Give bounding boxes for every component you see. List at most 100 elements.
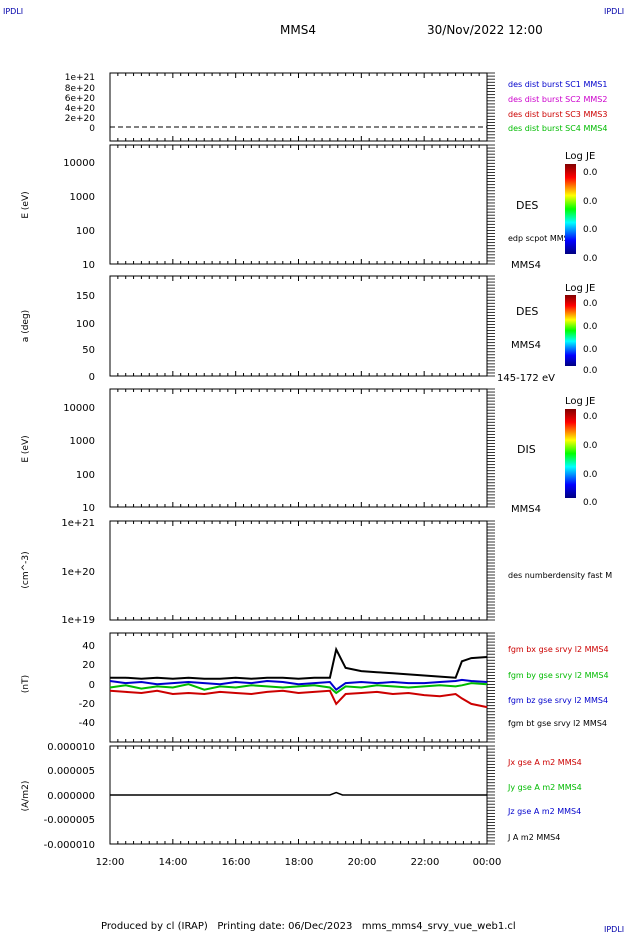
- p4-label-mms4: MMS4: [511, 504, 541, 515]
- p6-series-1: [109, 689, 488, 709]
- p7-tick-0: 0.000010: [47, 742, 95, 753]
- p2-tick-3: 10: [82, 260, 95, 271]
- panel-frames: [109, 72, 495, 845]
- p6-tick-4: -40: [79, 718, 95, 729]
- p2-cbar-tick-1: 0.0: [583, 197, 598, 207]
- p6-series-3: [109, 678, 488, 692]
- p7-ylabel: (A/m2): [21, 781, 31, 812]
- x-tick-1: 14:00: [159, 857, 188, 868]
- p5-tick-1: 1e+20: [61, 567, 95, 578]
- x-tick-0: 12:00: [96, 857, 125, 868]
- p7-series-1: [110, 791, 487, 796]
- p4-label-dis: DIS: [517, 443, 536, 456]
- p4-cbar-tick-2: 0.0: [583, 470, 598, 480]
- p7-tick-1: 0.000005: [47, 766, 95, 777]
- p4-cbar-tick-3: 0.0: [583, 498, 598, 508]
- p2-tick-2: 100: [76, 226, 95, 237]
- header-datetime: 30/Nov/2022 12:00: [427, 23, 543, 37]
- x-axis-labels: 12:00 14:00 16:00 18:00 20:00 22:00 00:0…: [96, 857, 502, 868]
- panel-1: 1e+21 8e+20 6e+20 4e+20 2e+20 0 des dist…: [65, 73, 608, 134]
- p3-ylabel: a (deg): [21, 310, 31, 342]
- panel-frame-5: [109, 520, 488, 621]
- corner-label-bottom-right: IPDLI: [604, 925, 624, 934]
- p6-tick-2: 0: [89, 680, 95, 691]
- p1-legend-3: des dist burst SC4 MMS4: [508, 124, 607, 133]
- p3-cbar-tick-2: 0.0: [583, 345, 598, 355]
- panel-frame-3: [109, 275, 488, 377]
- p2-tick-1: 1000: [70, 192, 95, 203]
- p3-cbar-title: Log JE: [565, 283, 595, 294]
- p1-tick-1: 8e+20: [65, 84, 96, 94]
- p7-tick-4: -0.000010: [44, 840, 95, 851]
- p1-legend-2: des dist burst SC3 MMS3: [508, 110, 607, 119]
- p7-series-lines: [110, 791, 487, 796]
- x-tick-5: 22:00: [411, 857, 440, 868]
- p5-label-density: des numberdensity fast M: [508, 571, 612, 580]
- footer-text: Produced by cl (IRAP) Printing date: 06/…: [101, 921, 516, 932]
- p6-legend-2: fgm bz gse srvy l2 MMS4: [508, 696, 608, 705]
- p3-tick-1: 100: [76, 319, 95, 330]
- panel-frame-1: [109, 72, 488, 142]
- p6-legend-1: fgm by gse srvy l2 MMS4: [508, 671, 609, 680]
- p4-tick-3: 10: [82, 503, 95, 514]
- p2-ylabel: E (eV): [21, 191, 31, 218]
- p4-colorbar: [565, 409, 576, 498]
- p6-series-lines: [109, 646, 488, 709]
- p3-label-mms4: MMS4: [511, 340, 541, 351]
- p2-colorbar: [565, 164, 576, 254]
- panel-2: E (eV) 10000 1000 100 10 DES edp scpot M…: [21, 151, 598, 271]
- p3-label-energy: 145-172 eV: [497, 373, 555, 384]
- p3-tick-3: 0: [89, 372, 95, 383]
- x-tick-2: 16:00: [222, 857, 251, 868]
- p7-legend-2: Jz gse A m2 MMS4: [507, 807, 581, 816]
- p3-cbar-tick-0: 0.0: [583, 299, 598, 309]
- p3-label-des: DES: [516, 305, 538, 318]
- panel-6: (nT) 40 20 0 -20 -40 fgm bx gse srvy l2 …: [21, 641, 609, 729]
- p7-legend-1: Jy gse A m2 MMS4: [507, 783, 582, 792]
- p4-ylabel: E (eV): [21, 435, 31, 462]
- x-tick-6: 00:00: [473, 857, 502, 868]
- p1-tick-4: 2e+20: [65, 114, 96, 124]
- x-tick-4: 20:00: [348, 857, 377, 868]
- p1-tick-5: 0: [89, 124, 95, 134]
- p1-tick-3: 4e+20: [65, 104, 96, 114]
- p2-label-mms4: MMS4: [511, 260, 541, 271]
- p3-cbar-tick-1: 0.0: [583, 322, 598, 332]
- p3-cbar-tick-3: 0.0: [583, 366, 598, 376]
- p2-tick-0: 10000: [63, 158, 95, 169]
- p6-ylabel: (nT): [21, 675, 31, 693]
- p4-cbar-title: Log JE: [565, 396, 595, 407]
- p3-colorbar: [565, 295, 576, 366]
- p2-cbar-tick-2: 0.0: [583, 225, 598, 235]
- p6-tick-1: 20: [82, 660, 95, 671]
- p2-cbar-tick-3: 0.0: [583, 254, 598, 264]
- panel-4: E (eV) 10000 1000 100 10 DIS MMS4 Log JE…: [21, 396, 598, 515]
- p2-label-des: DES: [516, 199, 538, 212]
- p7-legend-0: Jx gse A m2 MMS4: [507, 758, 582, 767]
- p6-series-4: [110, 646, 488, 680]
- p2-cbar-tick-0: 0.0: [583, 168, 598, 178]
- p3-tick-2: 50: [82, 345, 95, 356]
- x-tick-3: 18:00: [285, 857, 314, 868]
- p2-label-scpot: edp scpot MMS4: [508, 234, 574, 243]
- p6-tick-0: 40: [82, 641, 95, 652]
- p1-legend-1: des dist burst SC2 MMS2: [508, 95, 607, 104]
- corner-label-top-right: IPDLI: [604, 7, 624, 16]
- corner-label-top-left: IPDLI: [3, 7, 23, 16]
- panel-frame-2: [109, 144, 488, 265]
- p6-legend-0: fgm bx gse srvy l2 MMS4: [508, 645, 609, 654]
- header-spacecraft: MMS4: [280, 23, 316, 37]
- p4-tick-2: 100: [76, 470, 95, 481]
- p7-tick-2: 0.000000: [47, 791, 95, 802]
- p7-legend-3: J A m2 MMS4: [507, 833, 560, 842]
- panel-frame-4: [109, 388, 488, 508]
- p5-ylabel: (cm^-3): [21, 551, 31, 588]
- p5-tick-0: 1e+21: [61, 518, 95, 529]
- p4-tick-0: 10000: [63, 403, 95, 414]
- p2-cbar-title: Log JE: [565, 151, 595, 162]
- p4-cbar-tick-1: 0.0: [583, 441, 598, 451]
- p4-cbar-tick-0: 0.0: [583, 412, 598, 422]
- p1-legend-0: des dist burst SC1 MMS1: [508, 80, 607, 89]
